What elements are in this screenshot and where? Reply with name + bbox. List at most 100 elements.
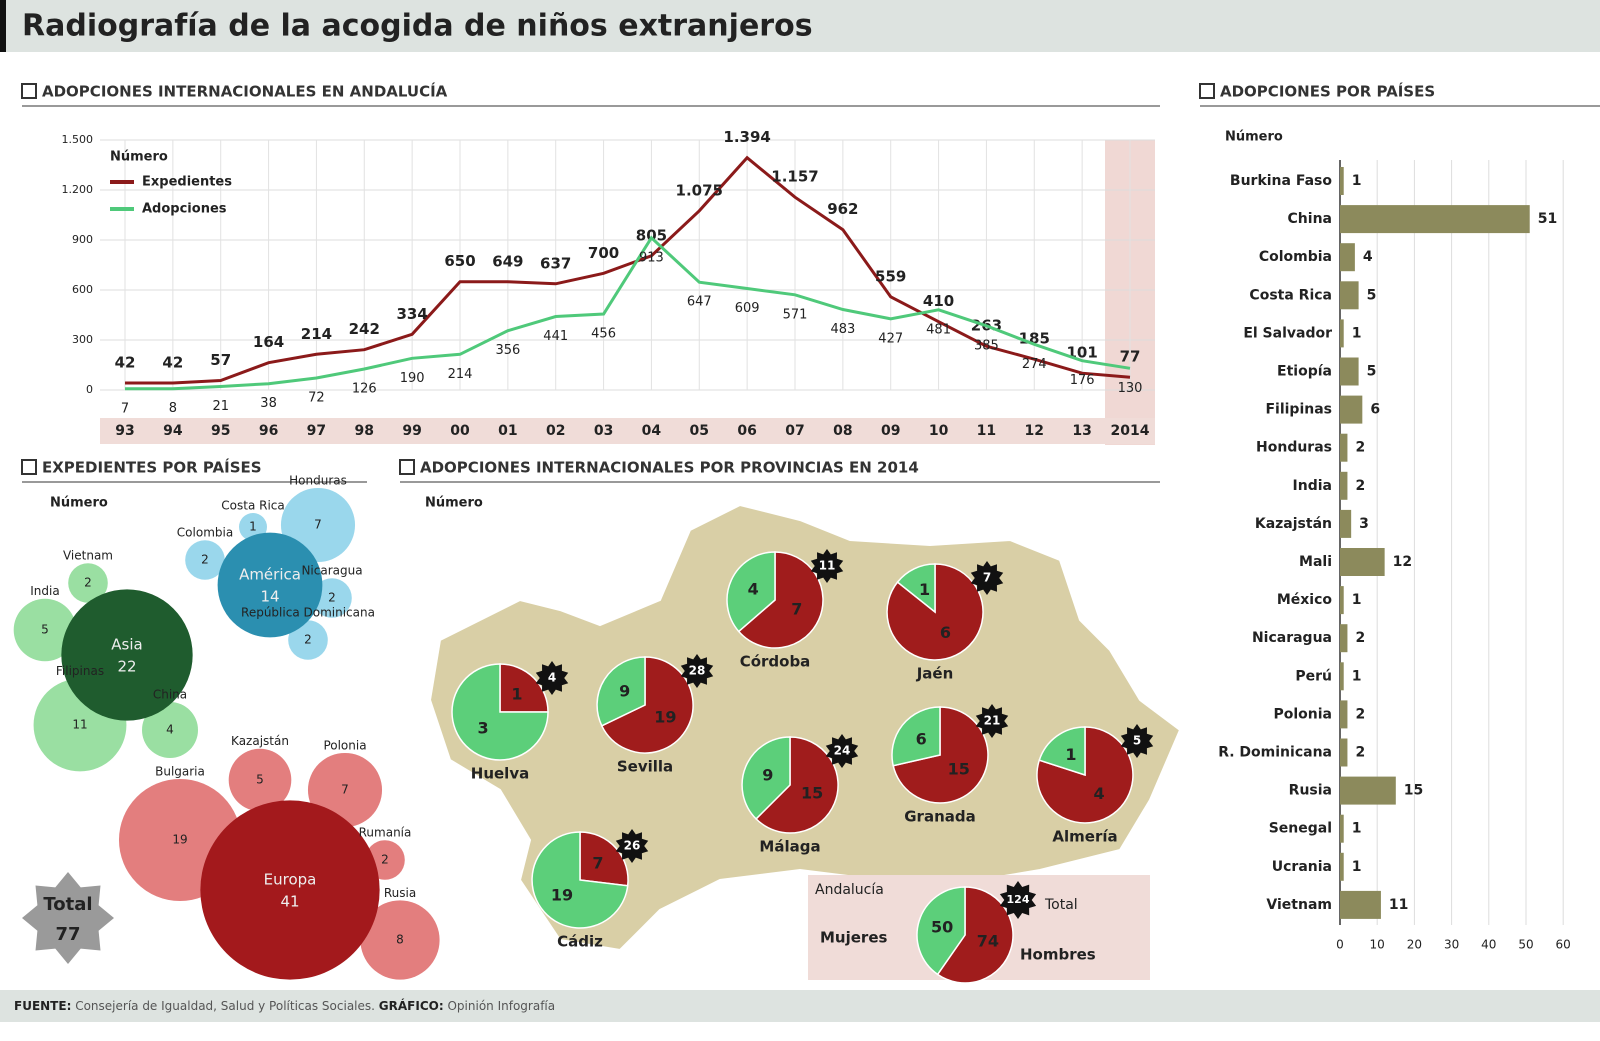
x-tick-label: 0 xyxy=(1336,938,1344,952)
y-tick-label: Ucrania xyxy=(1272,859,1332,875)
y-tick-label: Honduras xyxy=(1256,440,1332,456)
slice-label: 1 xyxy=(511,685,522,704)
value-label: 77 xyxy=(1120,348,1141,366)
bar xyxy=(1340,700,1348,729)
slice-label: 15 xyxy=(948,759,970,778)
value-label: 42 xyxy=(162,354,183,372)
section-title: ADOPCIONES INTERNACIONALES POR PROVINCIA… xyxy=(420,459,919,477)
credit-label: GRÁFICO: xyxy=(379,998,444,1013)
bubble-label: Rumanía xyxy=(359,826,412,840)
slice-label: 7 xyxy=(791,599,802,618)
value-label: 185 xyxy=(1019,330,1050,348)
bubble xyxy=(360,900,440,980)
x-tick-label: 99 xyxy=(402,423,421,439)
value-label: 242 xyxy=(349,320,380,338)
bubble-value: 2 xyxy=(304,633,312,647)
y-tick-label: 900 xyxy=(72,233,93,246)
pie-slice xyxy=(499,663,549,713)
bubble-label: Vietnam xyxy=(63,549,113,563)
subtitle: Número xyxy=(425,496,483,511)
x-tick-label: 12 xyxy=(1025,423,1044,439)
bubble-value: 2 xyxy=(381,853,389,867)
bubble-label: Kazajstán xyxy=(231,734,289,748)
subtitle: Número xyxy=(50,496,108,511)
value-label: 913 xyxy=(639,250,664,265)
bar xyxy=(1340,738,1348,767)
province-total: 4 xyxy=(548,671,556,685)
value-label: 805 xyxy=(636,226,667,244)
value-label: 1 xyxy=(1352,821,1362,837)
bubble-label: Honduras xyxy=(289,473,347,487)
x-tick-label: 04 xyxy=(642,423,662,439)
bar xyxy=(1340,624,1348,653)
bubble-value: 2 xyxy=(201,553,209,567)
pie-slice xyxy=(600,656,694,754)
legend-label: Expedientes xyxy=(142,175,232,190)
value-label: 2 xyxy=(1355,440,1365,456)
x-tick-label: 10 xyxy=(1370,938,1385,952)
y-tick-label: 600 xyxy=(72,283,93,296)
value-label: 2 xyxy=(1355,745,1365,761)
summary-label: Mujeres xyxy=(820,929,887,947)
group-value: 14 xyxy=(260,588,279,606)
y-tick-label: Perú xyxy=(1295,668,1332,684)
value-label: 962 xyxy=(827,200,858,218)
pie-slice xyxy=(737,551,824,649)
y-tick-label: Nicaragua xyxy=(1252,630,1332,646)
x-tick-label: 95 xyxy=(211,423,230,439)
total-label: Total xyxy=(43,894,92,915)
x-tick-label: 97 xyxy=(307,423,326,439)
bubble-value: 7 xyxy=(314,518,322,532)
bubble xyxy=(288,620,328,660)
slice-label: 19 xyxy=(654,707,676,726)
value-label: 647 xyxy=(687,295,712,310)
value-label: 571 xyxy=(783,307,808,322)
bubble-label: República Dominicana xyxy=(241,606,375,620)
value-label: 11 xyxy=(1389,897,1408,913)
bar xyxy=(1340,890,1381,919)
x-tick-label: 93 xyxy=(115,423,134,439)
y-tick-label: Mali xyxy=(1299,554,1332,570)
page-title: Radiografía de la acogida de niños extra… xyxy=(22,9,813,44)
value-label: 164 xyxy=(253,333,284,351)
badge xyxy=(999,881,1037,919)
province-total: 5 xyxy=(1133,734,1141,748)
province-total: 28 xyxy=(689,664,706,678)
bubble xyxy=(185,540,225,580)
value-label: 334 xyxy=(396,305,427,323)
bubble-value: 5 xyxy=(41,623,49,637)
summary-label: Hombres xyxy=(1020,946,1096,964)
category-strip xyxy=(100,418,1155,444)
value-label: 8 xyxy=(169,401,177,416)
value-label: 4 xyxy=(1363,249,1373,265)
y-tick-label: Etiopía xyxy=(1277,364,1332,380)
bubble xyxy=(200,800,380,980)
value-label: 1 xyxy=(1352,592,1362,608)
value-label: 649 xyxy=(492,252,523,270)
bubble-label: Nicaragua xyxy=(301,564,362,578)
legend-title: Número xyxy=(110,150,168,165)
value-label: 700 xyxy=(588,244,619,262)
legend-label: Adopciones xyxy=(142,202,227,217)
y-tick-label: El Salvador xyxy=(1243,325,1332,341)
group-label: Asia xyxy=(111,636,142,654)
value-label: 12 xyxy=(1393,554,1412,570)
province-name: Córdoba xyxy=(740,653,811,671)
badge xyxy=(810,549,844,583)
slice-label: 1 xyxy=(1065,745,1076,764)
slice-label: 4 xyxy=(748,580,759,599)
badge xyxy=(1120,724,1154,758)
value-label: 5 xyxy=(1367,364,1377,380)
province-total: 26 xyxy=(624,839,641,853)
summary-total-label: Total xyxy=(1044,897,1078,913)
bubble-label: China xyxy=(153,688,187,702)
value-label: 190 xyxy=(400,371,425,386)
bubble-label: Polonia xyxy=(323,738,366,752)
province-name: Almería xyxy=(1052,828,1117,846)
value-label: 441 xyxy=(543,329,568,344)
value-label: 1.394 xyxy=(723,128,770,146)
value-label: 42 xyxy=(115,354,136,372)
province-total: 21 xyxy=(984,714,1001,728)
pie-slice xyxy=(451,663,549,761)
